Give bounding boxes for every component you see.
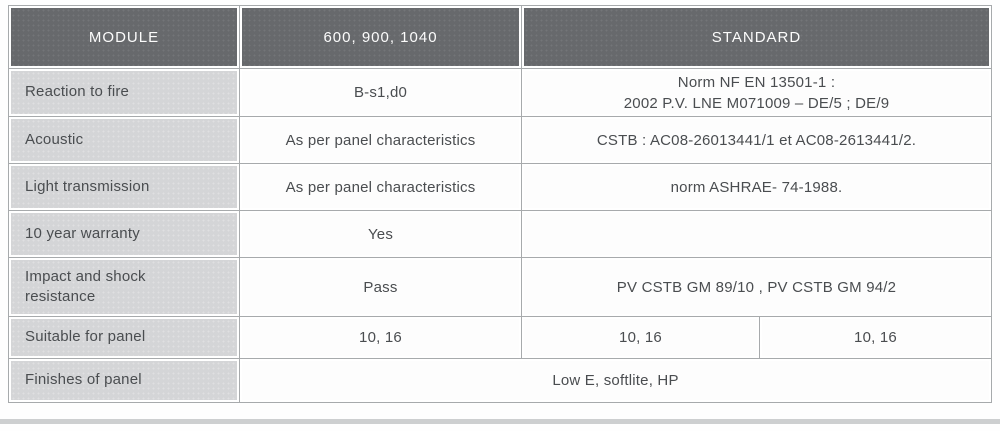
header-cell-standard: STANDARD [522,6,991,68]
row-value: Pass [240,258,521,316]
table-row-suitable-for-panel: Suitable for panel 10, 16 10, 16 10, 16 [9,317,991,358]
table-row-reaction-to-fire: Reaction to fire B-s1,d0 Norm NF EN 1350… [9,69,991,116]
row-label: 10 year warranty [9,211,239,257]
row-standard [522,211,991,257]
row-value: Yes [240,211,521,257]
row-label: Reaction to fire [9,69,239,116]
table-row-impact-resistance: Impact and shock resistance Pass PV CSTB… [9,258,991,316]
standard-line-2: 2002 P.V. LNE M071009 – DE/5 ; DE/9 [623,94,890,112]
row-label: Impact and shock resistance [9,258,239,316]
row-standard-left: 10, 16 [522,317,759,358]
row-label: Acoustic [9,117,239,163]
table-row-light-transmission: Light transmission As per panel characte… [9,164,991,210]
spec-table: MODULE 600, 900, 1040 STANDARD Reaction … [8,5,992,403]
header-cell-module: MODULE [9,6,239,68]
row-label: Light transmission [9,164,239,210]
row-standard: Norm NF EN 13501-1 : 2002 P.V. LNE M0710… [522,69,991,116]
row-value: As per panel characteristics [240,117,521,163]
row-label: Finishes of panel [9,359,239,402]
row-standard-right: 10, 16 [760,317,991,358]
table-row-finishes-of-panel: Finishes of panel Low E, softlite, HP [9,359,991,402]
page-divider-rule [0,419,1000,424]
row-value-span: Low E, softlite, HP [240,359,991,402]
row-value: B-s1,d0 [240,69,521,116]
row-value: As per panel characteristics [240,164,521,210]
header-row: MODULE 600, 900, 1040 STANDARD [9,6,991,68]
standard-line-1: Norm NF EN 13501-1 : [677,73,836,91]
table-row-acoustic: Acoustic As per panel characteristics CS… [9,117,991,163]
row-standard: norm ASHRAE- 74-1988. [522,164,991,210]
table-row-warranty: 10 year warranty Yes [9,211,991,257]
row-value: 10, 16 [240,317,521,358]
row-standard: PV CSTB GM 89/10 , PV CSTB GM 94/2 [522,258,991,316]
header-cell-sizes: 600, 900, 1040 [240,6,521,68]
row-label: Suitable for panel [9,317,239,358]
row-standard: CSTB : AC08-26013441/1 et AC08-2613441/2… [522,117,991,163]
